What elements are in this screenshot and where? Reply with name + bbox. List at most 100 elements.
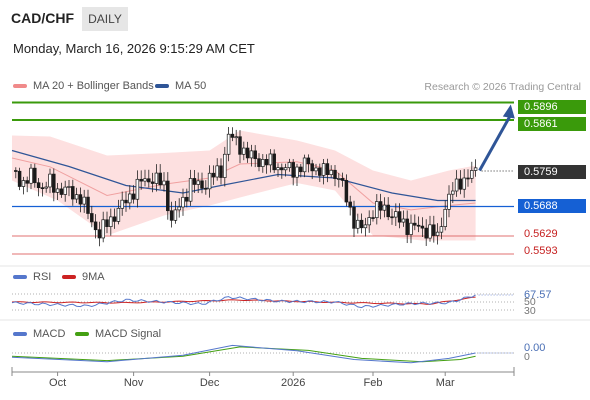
candle xyxy=(226,127,231,162)
axis-layer xyxy=(0,265,590,376)
rsi-ma-swatch-icon xyxy=(62,275,76,279)
candle xyxy=(211,165,216,185)
candle-body xyxy=(181,196,185,208)
candle-body xyxy=(405,218,409,235)
bollinger-band-fill xyxy=(12,130,476,241)
candle-body xyxy=(223,153,227,178)
candle-body xyxy=(337,178,341,180)
candle xyxy=(416,216,421,233)
candle xyxy=(386,197,390,221)
legend-rsi: RSI xyxy=(13,271,51,283)
candle xyxy=(154,164,159,192)
legend-rsi-ma-label: 9MA xyxy=(82,271,105,283)
ma50-swatch-icon xyxy=(155,84,169,88)
rsi-line xyxy=(11,294,476,309)
candle xyxy=(67,179,71,197)
candle-body xyxy=(158,172,162,186)
candle xyxy=(71,179,75,206)
candle xyxy=(143,169,147,187)
candle xyxy=(52,168,56,202)
candle-body xyxy=(287,162,292,169)
candle xyxy=(458,170,463,195)
candle xyxy=(162,172,166,192)
candles-layer xyxy=(14,127,478,247)
candle-body xyxy=(439,226,444,233)
candle-body xyxy=(363,224,368,229)
candle-body xyxy=(131,193,136,200)
candle-body xyxy=(299,166,303,173)
candle xyxy=(188,169,193,206)
candle xyxy=(321,159,326,185)
candle-body xyxy=(120,199,124,209)
candle-body xyxy=(443,208,447,227)
candle-body xyxy=(310,163,314,172)
candle xyxy=(405,210,409,244)
candle xyxy=(78,187,83,213)
candle-body xyxy=(59,188,64,195)
candle-body xyxy=(105,219,109,227)
candle xyxy=(105,211,109,234)
candle xyxy=(131,185,136,204)
candle xyxy=(337,172,341,188)
macd-layer xyxy=(11,344,514,364)
candle-body xyxy=(352,206,356,229)
candle xyxy=(185,188,189,208)
candle-body xyxy=(245,147,250,159)
x-tick-label: 2026 xyxy=(280,377,306,389)
candle-body xyxy=(329,169,333,175)
candle xyxy=(21,176,26,195)
legend-rsi-ma: 9MA xyxy=(62,271,105,283)
candle-body xyxy=(177,206,181,211)
candle xyxy=(215,158,219,181)
candle xyxy=(93,214,98,239)
candle xyxy=(166,172,170,220)
candle xyxy=(207,165,212,198)
candle xyxy=(25,176,29,193)
level-pivot: 0.5688 xyxy=(518,199,586,213)
timeframe-badge[interactable]: DAILY xyxy=(82,7,128,31)
candle xyxy=(454,170,459,197)
candle xyxy=(230,127,235,142)
bollinger-band-layer xyxy=(11,130,476,241)
candle-body xyxy=(139,178,143,182)
projection-arrow-head-icon xyxy=(502,104,515,119)
candle-body xyxy=(276,167,280,171)
legend-macd-signal-label: MACD Signal xyxy=(95,328,162,340)
candle xyxy=(196,172,200,193)
candle xyxy=(390,208,394,225)
candle-body xyxy=(230,133,235,138)
x-tick-label: Feb xyxy=(363,377,383,389)
candle xyxy=(299,163,303,178)
candle-body xyxy=(268,153,273,166)
candle-body xyxy=(371,217,375,219)
candle-body xyxy=(86,196,90,214)
candle xyxy=(451,182,455,204)
candle xyxy=(428,215,432,242)
candle xyxy=(447,185,451,218)
candle xyxy=(242,141,246,161)
candle-body xyxy=(147,178,151,183)
candle-body xyxy=(401,218,406,223)
legend-ma50-label: MA 50 xyxy=(175,80,207,92)
candle xyxy=(359,213,364,234)
candle-body xyxy=(215,165,219,178)
candle xyxy=(314,163,318,176)
candle-body xyxy=(29,167,33,184)
candle xyxy=(135,170,140,208)
candle-body xyxy=(154,172,159,184)
projection-arrow-line xyxy=(478,115,512,172)
candle xyxy=(462,169,466,198)
candle xyxy=(340,172,345,187)
legend-ma50: MA 50 xyxy=(155,80,206,92)
candle-body xyxy=(25,180,29,184)
candle xyxy=(443,200,447,231)
candle xyxy=(295,163,299,186)
levels-layer xyxy=(12,101,514,255)
candle xyxy=(17,167,22,191)
candle-body xyxy=(397,211,402,223)
candle-body xyxy=(74,194,79,200)
candle-body xyxy=(318,167,322,176)
candle-body xyxy=(420,225,425,229)
candle-body xyxy=(454,178,459,192)
